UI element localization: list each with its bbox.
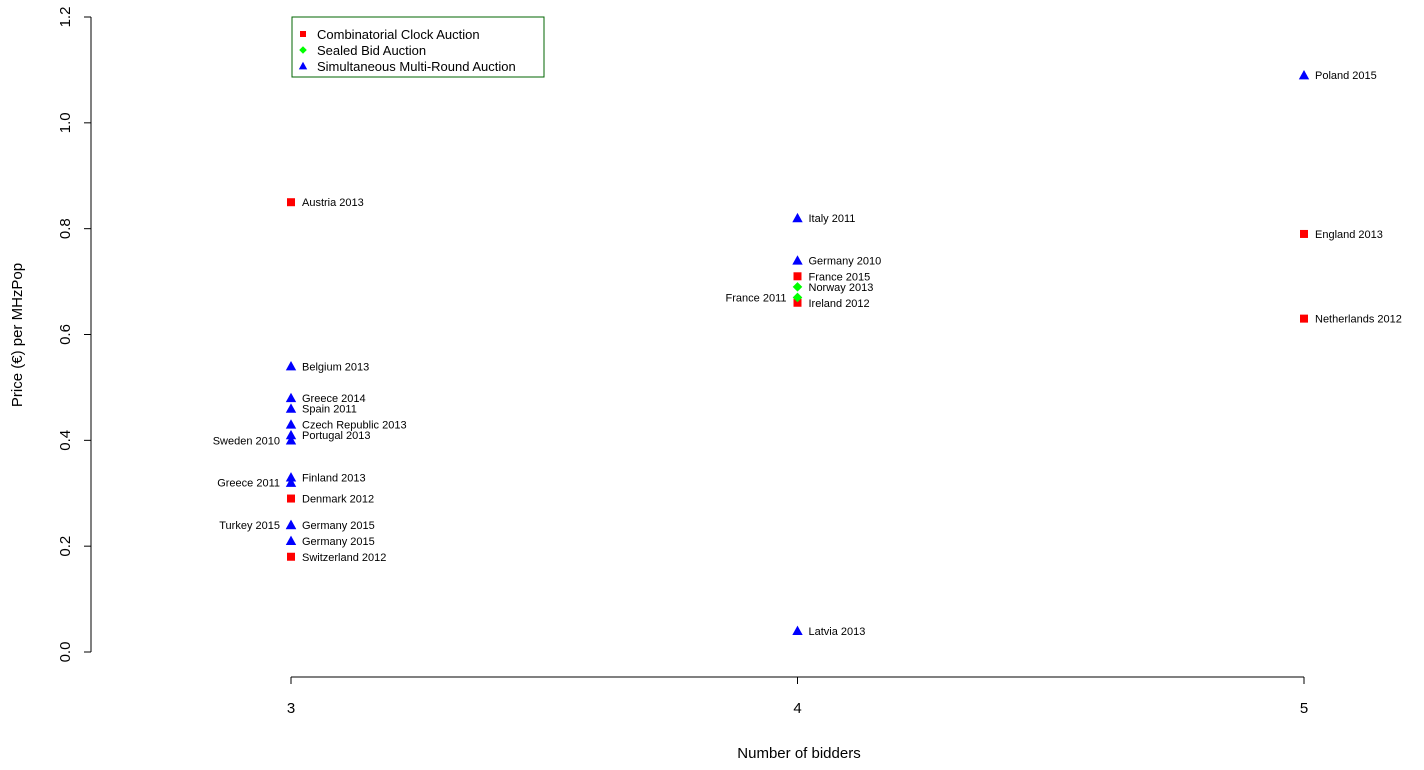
- data-point: [792, 625, 803, 635]
- data-point: [285, 535, 297, 546]
- point-label: Italy 2011: [809, 213, 856, 225]
- point-label: Greece 2011: [217, 478, 280, 490]
- legend-marker: [299, 46, 307, 54]
- legend-label: Simultaneous Multi-Round Auction: [317, 59, 516, 74]
- data-point: [285, 472, 297, 482]
- data-point: [1298, 70, 1310, 80]
- axes-layer: 0.0 0.2 0.4 0.6 0.8 1.0 1.2 3 4 5: [57, 7, 1308, 717]
- data-point: [285, 429, 297, 440]
- data-point: [792, 255, 803, 265]
- point-label: Portugal 2013: [302, 430, 371, 442]
- y-tick-label: 0.4: [57, 430, 74, 451]
- point-label: Poland 2015: [1315, 70, 1377, 82]
- data-point: [285, 435, 297, 445]
- y-tick-label: 0.6: [57, 324, 74, 345]
- point-label: Germany 2015: [302, 536, 375, 548]
- legend-marker: [298, 61, 308, 70]
- data-point: [287, 494, 295, 503]
- y-tick-label: 1.2: [57, 7, 74, 28]
- point-label: Greece 2014: [302, 393, 366, 405]
- point-label: Spain 2011: [302, 404, 357, 416]
- x-tick-label: 3: [287, 700, 295, 717]
- data-point: [285, 392, 297, 403]
- point-label: England 2013: [1315, 229, 1383, 241]
- data-point: [285, 419, 297, 429]
- data-point: [1300, 314, 1308, 323]
- legend-label: Combinatorial Clock Auction: [317, 27, 480, 42]
- data-point: [287, 552, 295, 561]
- data-point: [793, 272, 802, 281]
- point-label: Turkey 2015: [219, 520, 280, 532]
- data-point: [285, 361, 297, 371]
- point-label: Latvia 2013: [809, 626, 866, 638]
- data-point: [285, 519, 297, 530]
- point-label: Austria 2013: [302, 197, 364, 209]
- point-label: Netherlands 2012: [1315, 314, 1402, 326]
- point-labels-layer: Austria 2013 Denmark 2012 Switzerland 2012…: [213, 70, 1402, 638]
- legend-label: Sealed Bid Auction: [317, 43, 426, 58]
- point-label: Sweden 2010: [213, 435, 280, 447]
- legend-marker: [300, 31, 306, 37]
- point-label: Belgium 2013: [302, 361, 369, 373]
- data-point: [287, 198, 295, 207]
- point-label: Germany 2010: [809, 255, 882, 267]
- point-label: France 2015: [809, 271, 871, 283]
- data-point: [793, 298, 802, 307]
- data-point: [285, 477, 297, 487]
- point-label: Czech Republic 2013: [302, 419, 407, 431]
- points-layer: [285, 70, 1310, 635]
- point-label: Switzerland 2012: [302, 552, 386, 564]
- x-tick-label: 4: [793, 700, 801, 717]
- point-label: Ireland 2012: [809, 298, 870, 310]
- point-label: France 2011: [726, 292, 787, 304]
- y-tick-label: 0.2: [57, 536, 74, 557]
- x-tick-label: 5: [1300, 700, 1308, 717]
- data-point: [792, 292, 803, 303]
- data-point: [285, 403, 297, 413]
- y-axis-title: Price (€) per MHzPop: [9, 263, 26, 407]
- point-label: Norway 2013: [809, 282, 874, 294]
- data-point: [792, 212, 803, 223]
- point-label: Finland 2013: [302, 472, 366, 484]
- point-label: Germany 2015: [302, 520, 375, 532]
- data-point: [1300, 229, 1308, 238]
- y-tick-label: 0.0: [57, 642, 74, 663]
- y-tick-label: 0.8: [57, 218, 74, 239]
- data-point: [792, 282, 803, 292]
- x-axis-title: Number of bidders: [737, 745, 860, 762]
- legend-box: [291, 16, 545, 78]
- y-tick-label: 1.0: [57, 112, 74, 133]
- point-label: Denmark 2012: [302, 494, 374, 506]
